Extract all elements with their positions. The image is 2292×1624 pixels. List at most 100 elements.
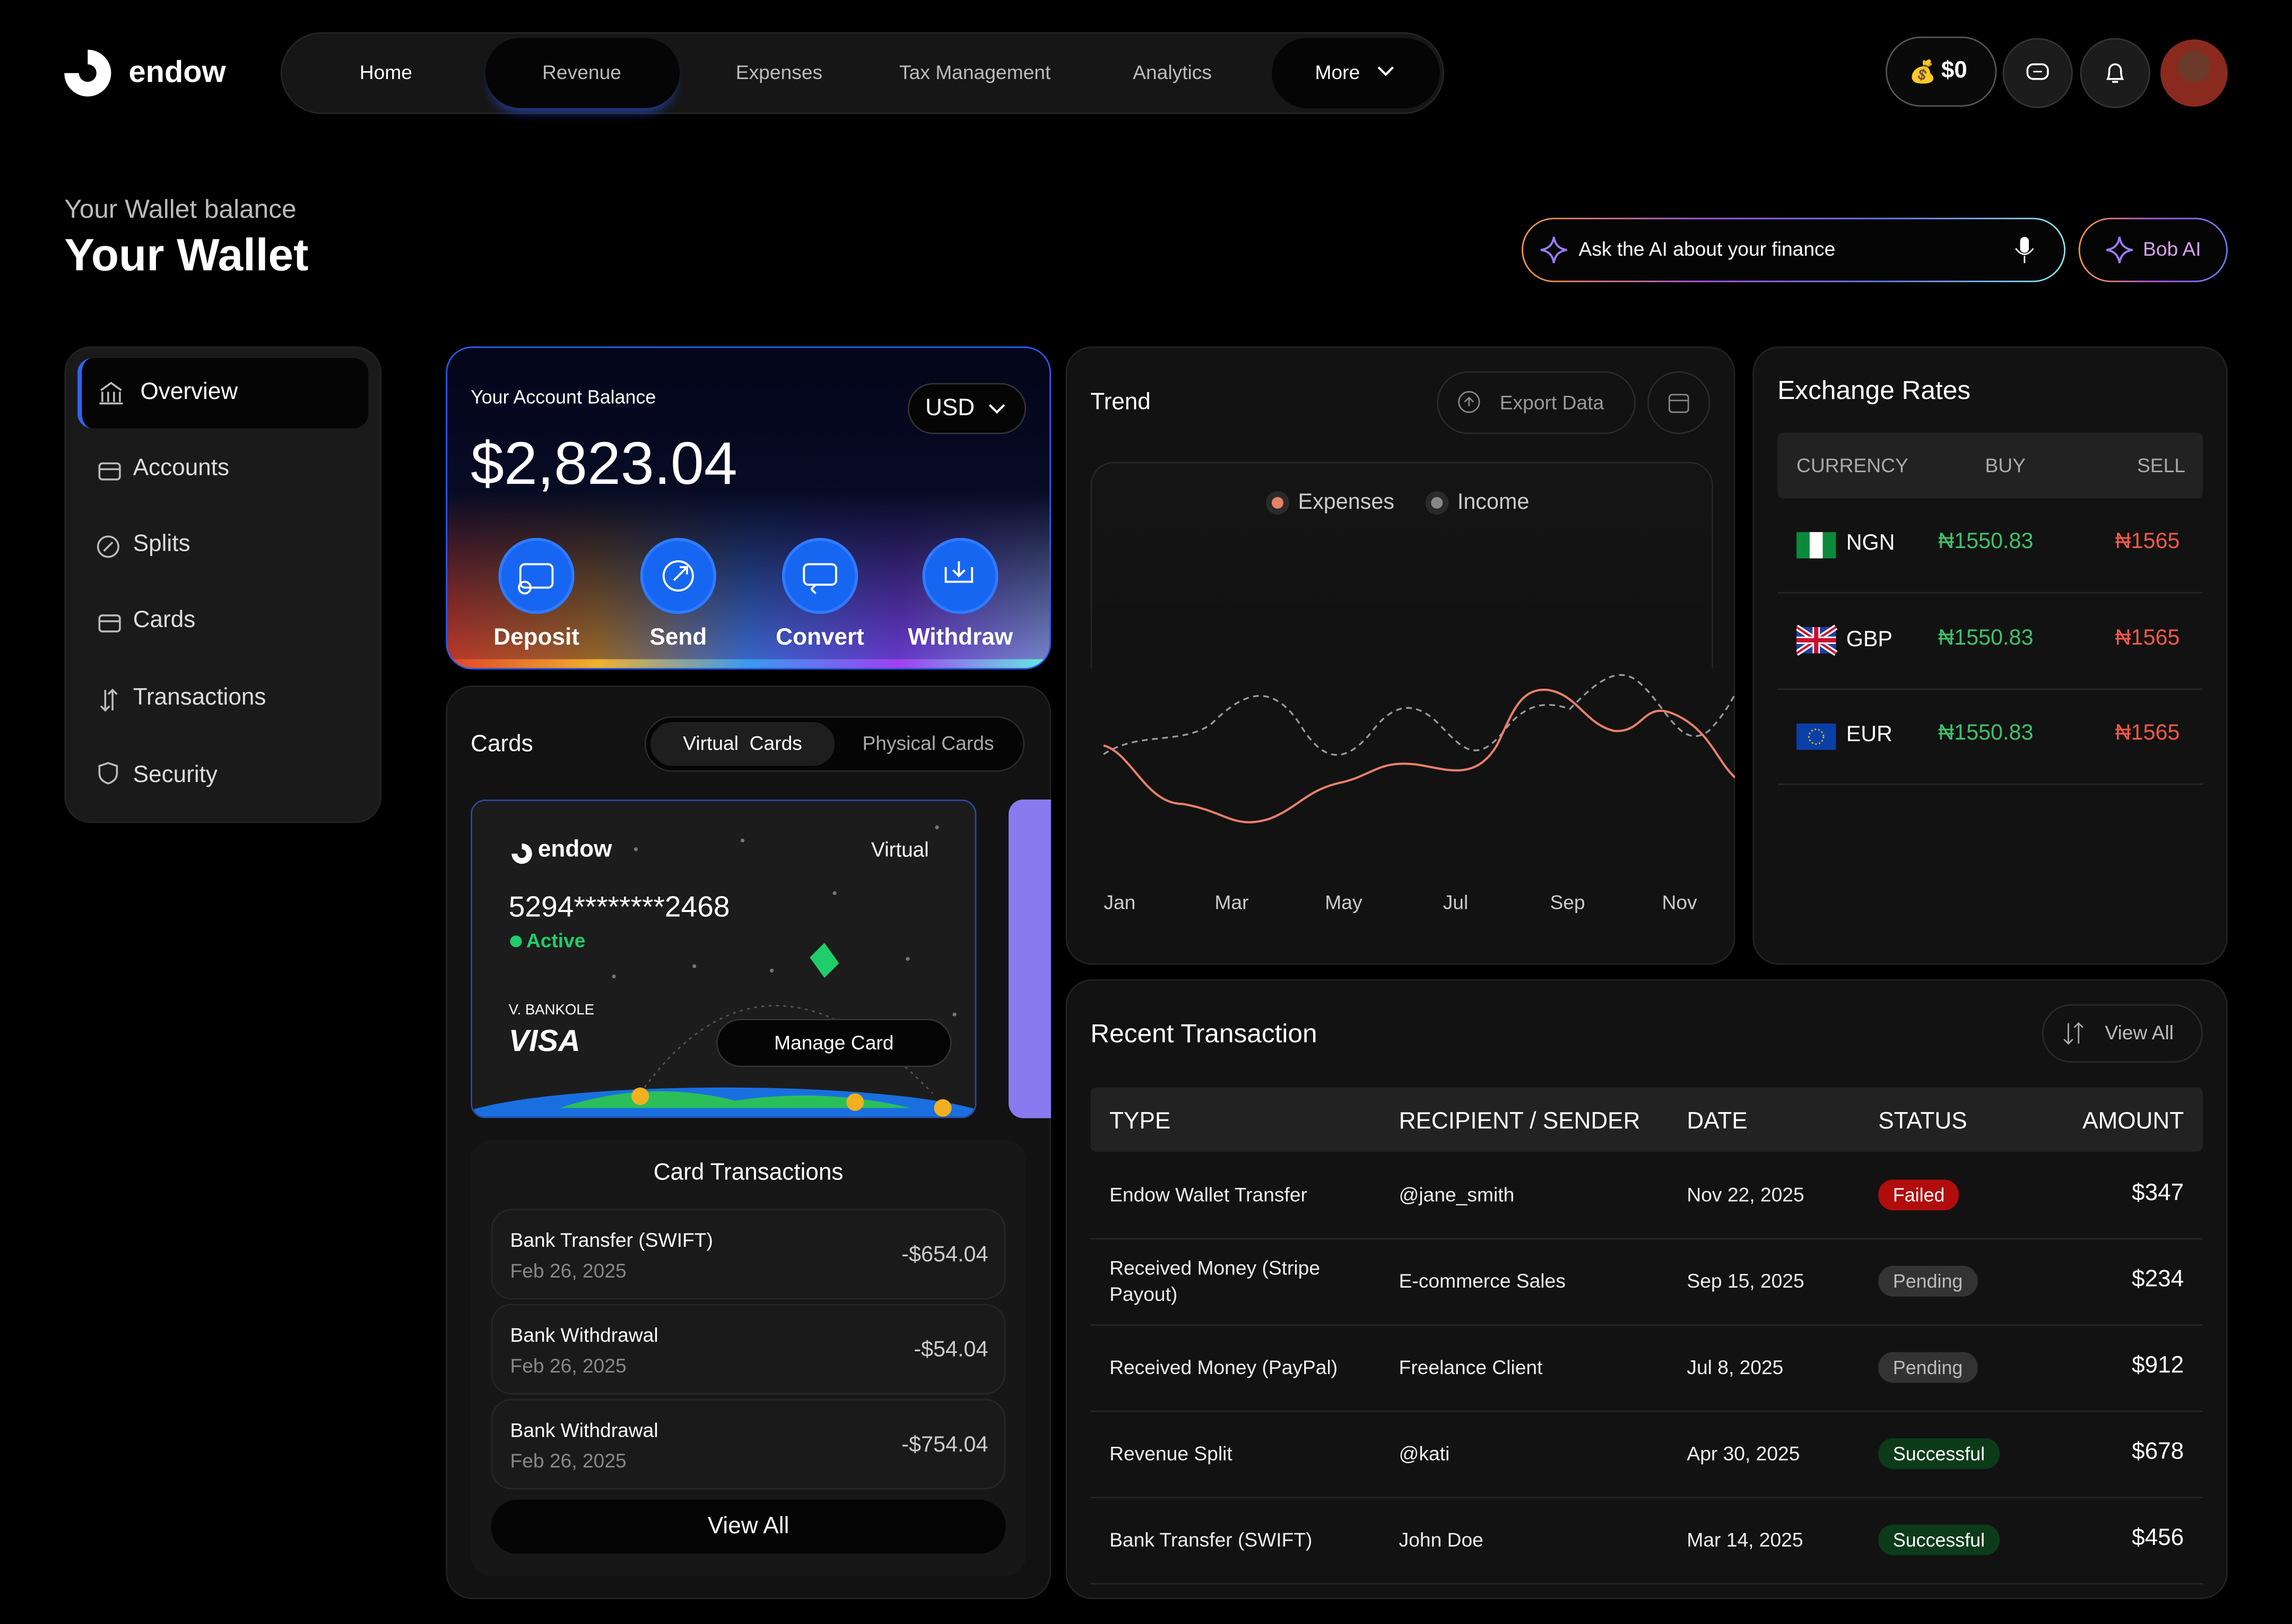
income-line bbox=[1103, 674, 1735, 756]
wallet-pill[interactable] bbox=[1886, 36, 1997, 107]
amount: $347 bbox=[2132, 1181, 2184, 1206]
table-cell: Sep 15, 2025 bbox=[1687, 1270, 1804, 1292]
sidebar-item[interactable]: Accounts bbox=[133, 456, 230, 481]
logo-icon bbox=[64, 49, 111, 97]
calendar-button[interactable] bbox=[1647, 371, 1711, 435]
status-badge: Failed bbox=[1878, 1179, 1959, 1211]
bell-button[interactable] bbox=[2080, 38, 2150, 108]
nav-active bbox=[485, 38, 680, 108]
action-icons bbox=[518, 560, 974, 595]
legend-label: Income bbox=[1457, 489, 1530, 515]
column-header: DATE bbox=[1687, 1109, 1748, 1134]
bell-icon bbox=[2106, 63, 2124, 83]
trend-title: Trend bbox=[1090, 390, 1151, 415]
sell-rate: ₦1565 bbox=[2115, 529, 2180, 554]
nav-bar bbox=[280, 32, 1445, 114]
card-transaction[interactable] bbox=[491, 1399, 1006, 1490]
buy-rate: ₦1550.83 bbox=[1938, 720, 2034, 746]
card-transaction[interactable] bbox=[491, 1209, 1006, 1300]
table-header bbox=[1090, 1087, 2203, 1152]
x-axis-label: May bbox=[1325, 891, 1362, 914]
sidebar-icons bbox=[97, 381, 123, 785]
transaction-amount: -$754.04 bbox=[901, 1432, 988, 1457]
row-divider bbox=[1090, 1583, 2203, 1585]
row-divider bbox=[1777, 592, 2203, 594]
transactions-panel bbox=[1065, 979, 2228, 1600]
card-tab[interactable]: Virtual Cards bbox=[683, 732, 802, 754]
x-axis-label: Jan bbox=[1104, 891, 1136, 914]
table-cell: Apr 30, 2025 bbox=[1687, 1443, 1800, 1465]
card-network: VISA bbox=[508, 1024, 580, 1058]
sidebar-item[interactable]: Cards bbox=[133, 608, 196, 633]
ai-input[interactable] bbox=[1522, 218, 2065, 282]
card-transaction[interactable] bbox=[491, 1304, 1006, 1395]
brand: endow bbox=[128, 55, 226, 90]
export-label: Export Data bbox=[1499, 392, 1604, 414]
nav-link[interactable]: Revenue bbox=[542, 61, 621, 84]
mic-icon[interactable] bbox=[2013, 234, 2036, 266]
chevron bbox=[988, 404, 1005, 414]
column-header: BUY bbox=[1985, 454, 2026, 477]
expenses-line bbox=[1103, 689, 1735, 823]
exchange-header bbox=[1777, 432, 2203, 499]
card-number: 5294********2468 bbox=[508, 891, 730, 924]
sparkle-icon bbox=[1540, 237, 1567, 264]
convert-button[interactable] bbox=[782, 537, 858, 614]
transaction-date: Feb 26, 2025 bbox=[510, 1260, 627, 1282]
bob-ai-button[interactable] bbox=[2078, 218, 2228, 282]
export-button[interactable] bbox=[1437, 371, 1636, 435]
view-all-button[interactable]: View All bbox=[491, 1499, 1006, 1554]
amount: $234 bbox=[2132, 1267, 2184, 1292]
nav-link[interactable]: More bbox=[1315, 61, 1360, 84]
column-header: STATUS bbox=[1878, 1109, 1967, 1134]
sidebar-item[interactable]: Splits bbox=[133, 532, 190, 557]
amount: $912 bbox=[2132, 1353, 2184, 1379]
nav-link[interactable]: Analytics bbox=[1133, 61, 1212, 84]
nav-link[interactable]: Home bbox=[359, 61, 412, 84]
action-label: Deposit bbox=[493, 626, 579, 651]
flags bbox=[1796, 532, 1838, 750]
sidebar-item[interactable]: Security bbox=[133, 763, 218, 788]
table-cell: Endow Wallet Transfer bbox=[1109, 1184, 1307, 1206]
buy-rate: ₦1550.83 bbox=[1938, 624, 2034, 650]
column-header: RECIPIENT / SENDER bbox=[1399, 1109, 1640, 1134]
bob-ai-label: Bob AI bbox=[2142, 238, 2201, 260]
table-cell: Received Money (Stripe Payout) bbox=[1109, 1257, 1321, 1306]
x-axis-label: Sep bbox=[1550, 891, 1585, 914]
transaction-name: Bank Withdrawal bbox=[510, 1419, 658, 1441]
trend-chart bbox=[1103, 674, 1735, 823]
currency-select[interactable] bbox=[907, 383, 1027, 435]
status-dot bbox=[510, 935, 522, 948]
avatar[interactable] bbox=[2160, 39, 2228, 107]
virtual-card bbox=[471, 800, 977, 1118]
nav-link[interactable]: Expenses bbox=[735, 61, 823, 84]
page-subtitle: Your Wallet balance bbox=[64, 194, 297, 224]
table-cell: Revenue Split bbox=[1109, 1443, 1232, 1465]
view-all-label: View All bbox=[2105, 1021, 2174, 1044]
chat-button[interactable] bbox=[2002, 38, 2073, 108]
deposit-button[interactable] bbox=[498, 537, 575, 614]
manage-card-button[interactable]: Manage Card bbox=[716, 1019, 952, 1067]
export-icon bbox=[1458, 390, 1480, 413]
next-card bbox=[1009, 800, 1051, 1118]
sidebar-item[interactable]: Overview bbox=[140, 380, 238, 405]
amount: $456 bbox=[2132, 1526, 2184, 1551]
sort-icon bbox=[2063, 1022, 2083, 1045]
view-all-button[interactable] bbox=[2042, 1004, 2203, 1063]
withdraw-button[interactable] bbox=[922, 537, 999, 614]
card-tab[interactable]: Physical Cards bbox=[862, 732, 994, 754]
table-cell: @kati bbox=[1399, 1443, 1450, 1465]
row-divider bbox=[1090, 1324, 2203, 1326]
sidebar-item[interactable]: Transactions bbox=[133, 685, 266, 710]
calendar-icon bbox=[1668, 394, 1689, 413]
column-header: SELL bbox=[2137, 454, 2185, 477]
transactions-title: Recent Transaction bbox=[1090, 1019, 1317, 1048]
transaction-date: Feb 26, 2025 bbox=[510, 1354, 627, 1377]
x-axis-label: Jul bbox=[1443, 891, 1469, 914]
card-tab-active bbox=[650, 722, 835, 766]
nav-link[interactable]: Tax Management bbox=[899, 61, 1051, 84]
transaction-date: Feb 26, 2025 bbox=[510, 1450, 627, 1472]
